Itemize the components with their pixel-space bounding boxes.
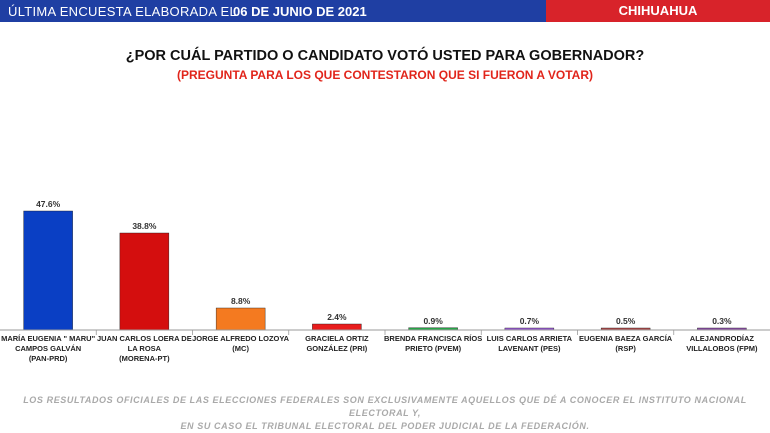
- category-label-3: JORGE ALFREDO LOZOYA (MC): [192, 334, 290, 353]
- footnote: LOS RESULTADOS OFICIALES DE LAS ELECCION…: [0, 394, 770, 433]
- bar-chart: 47.6% MARÍA EUGENIA " MARU" CAMPOS GALVÁN(…: [0, 199, 770, 363]
- data-label-4: 2.4%: [327, 312, 347, 322]
- category-label-1: MARÍA EUGENIA " MARU" CAMPOS GALVÁN (PAN-P…: [1, 334, 95, 363]
- chart-title: ¿POR CUÁL PARTIDO O CANDIDATO VOTÓ USTED…: [125, 48, 645, 64]
- category-label-8: ALEJANDRODÍAZ VILLALOBOS (FPM): [686, 334, 758, 353]
- state-tab: CHIHUAHUA: [546, 0, 770, 22]
- data-label-3: 8.8%: [231, 296, 251, 306]
- data-label-5: 0.9%: [423, 316, 443, 326]
- data-label-7: 0.5%: [616, 316, 636, 326]
- chart-subtitle: (PREGUNTA PARA LOS QUE CONTESTARON QUE S…: [176, 68, 593, 82]
- poll-date-label: ÚLTIMA ENCUESTA ELABORADA EL: [8, 4, 237, 19]
- data-label-8: 0.3%: [712, 316, 732, 326]
- category-label-5: BRENDA FRANCISCA RÍOS PRIETO (PVEM): [384, 334, 482, 353]
- data-label-2: 38.8%: [132, 221, 157, 231]
- bar-1: [23, 210, 73, 331]
- category-label-2: JUAN CARLOS LOERA DE LA ROSA (MORENA-PT): [97, 334, 192, 363]
- top-banner: ÚLTIMA ENCUESTA ELABORADA EL 06 DE JUNIO…: [0, 0, 770, 22]
- bar-2: [119, 232, 170, 331]
- poll-date: 06 DE JUNIO DE 2021: [233, 4, 367, 19]
- data-label-1: 47.6%: [36, 199, 61, 209]
- category-label-4: GRACIELA ORTIZ GONZÁLEZ (PRI): [305, 334, 369, 353]
- bar-4: [312, 323, 362, 331]
- bar-3: [215, 307, 266, 331]
- category-label-6: LUIS CARLOS ARRIETA LAVENANT (PES): [487, 334, 573, 353]
- footnote-line-1: LOS RESULTADOS OFICIALES DE LAS ELECCION…: [23, 395, 747, 418]
- data-label-6: 0.7%: [520, 316, 540, 326]
- category-label-7: EUGENIA BAEZA GARCÍA (RSP): [579, 334, 673, 353]
- footnote-line-2: EN SU CASO EL TRIBUNAL ELECTORAL DEL POD…: [180, 421, 590, 431]
